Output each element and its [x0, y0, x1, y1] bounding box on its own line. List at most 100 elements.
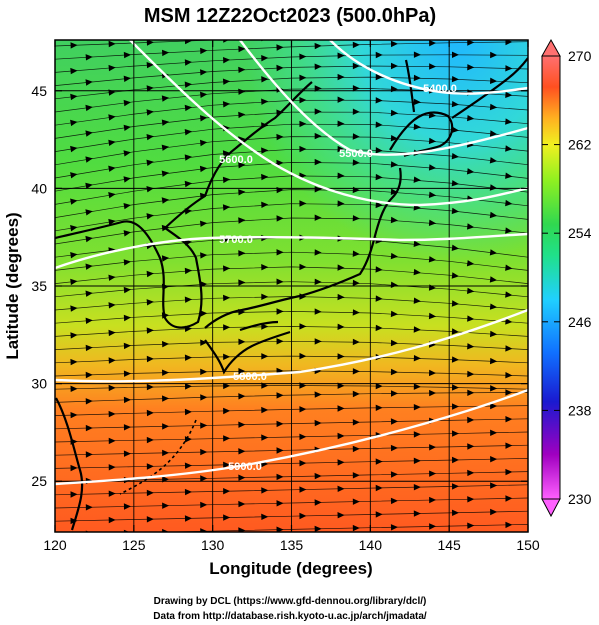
wind-arrow: [505, 345, 513, 352]
map-plot-area: 5400.0 5500.0 5600.0 5700.0 5800.0 5900.0: [55, 29, 528, 532]
wind-arrow: [413, 240, 421, 247]
wind-arrow: [352, 186, 360, 194]
x-tick-label: 130: [201, 537, 225, 553]
wind-arrow: [337, 293, 345, 301]
streamline: [55, 217, 528, 245]
wind-arrow: [490, 385, 498, 392]
wind-arrow: [299, 512, 307, 520]
wind-arrow: [451, 153, 459, 160]
wind-arrow: [85, 451, 93, 458]
wind-arrow: [390, 252, 398, 260]
wind-arrow: [505, 495, 513, 502]
wind-arrow: [238, 338, 246, 345]
streamline: [55, 76, 528, 100]
wind-arrow: [70, 412, 78, 419]
streamline: [55, 266, 528, 284]
wind-arrow: [428, 191, 437, 198]
x-tick-label: 145: [437, 537, 461, 553]
wind-arrow: [223, 407, 231, 415]
wind-arrow: [200, 220, 208, 227]
wind-arrow: [223, 353, 231, 360]
contour-line: [129, 40, 528, 207]
wind-arrow: [352, 419, 360, 426]
wind-arrow: [414, 29, 421, 35]
wind-arrow: [276, 186, 284, 194]
streamline: [55, 385, 528, 390]
x-tick-label: 135: [280, 537, 304, 553]
wind-arrow: [413, 297, 421, 304]
wind-arrow: [337, 353, 345, 360]
wind-arrow: [467, 287, 475, 294]
wind-arrow: [452, 403, 459, 410]
wind-arrow: [200, 501, 208, 509]
wind-arrow: [505, 372, 513, 379]
wind-arrow: [85, 290, 93, 297]
wind-arrow: [452, 456, 459, 464]
wind-arrow: [123, 259, 131, 266]
wind-arrow: [123, 51, 131, 59]
wind-arrow: [146, 213, 154, 220]
streamline: [55, 296, 528, 311]
wind-arrow: [123, 230, 131, 237]
wind-arrow: [108, 139, 116, 146]
wind-arrow: [337, 485, 345, 492]
wind-arrow: [200, 394, 208, 401]
wind-arrow: [375, 73, 383, 81]
contour-label: 5500.0: [339, 148, 373, 160]
y-tick-label: 30: [31, 376, 47, 392]
wind-arrow: [238, 217, 246, 224]
wind-arrow: [352, 472, 360, 479]
wind-arrow: [200, 281, 208, 288]
wind-arrow: [85, 79, 93, 86]
wind-arrow: [108, 302, 116, 309]
wind-arrow: [299, 382, 307, 389]
colorbar-tick-label: 246: [568, 314, 592, 330]
wind-arrow: [123, 286, 131, 294]
wind-arrow: [85, 371, 93, 379]
wind-arrow: [337, 405, 345, 412]
wind-arrow: [428, 256, 437, 263]
wind-arrow: [299, 263, 307, 271]
wind-arrow: [390, 216, 398, 224]
wind-arrow: [238, 393, 246, 400]
wind-arrow: [505, 318, 513, 325]
streamline: [55, 484, 528, 496]
wind-arrow: [261, 173, 269, 181]
wind-arrow: [223, 488, 231, 495]
wind-arrow: [222, 78, 231, 85]
wind-arrow: [276, 500, 284, 507]
wind-arrow: [467, 115, 475, 122]
wind-arrow: [200, 47, 208, 55]
streamline: [55, 65, 528, 86]
wind-arrow: [413, 484, 421, 491]
colorbar-tick-label: 262: [568, 137, 592, 153]
wind-arrow: [490, 456, 498, 463]
wind-arrow: [429, 444, 437, 451]
wind-arrow: [314, 472, 322, 480]
contour-line: [55, 232, 528, 270]
wind-arrow: [337, 120, 345, 127]
wind-arrow: [505, 172, 513, 179]
wind-arrow: [85, 263, 93, 270]
wind-arrow: [200, 310, 208, 317]
wind-arrow: [108, 329, 116, 337]
wind-arrow: [108, 357, 116, 364]
wind-arrow: [200, 69, 208, 76]
wind-arrow: [276, 308, 284, 315]
wind-arrow: [238, 500, 246, 508]
colorbar-ticks: 270 262 254 246 238 230: [542, 48, 592, 507]
wind-arrow: [467, 389, 475, 396]
wind-arrow: [146, 109, 154, 116]
wind-arrow: [299, 352, 307, 360]
wind-arrow: [505, 468, 513, 476]
wind-arrow: [238, 421, 246, 428]
wind-arrow: [314, 249, 322, 256]
y-tick-label: 35: [31, 278, 47, 294]
streamline: [55, 458, 528, 469]
wind-arrow: [390, 368, 398, 376]
wind-arrow: [223, 514, 231, 521]
wind-arrow: [123, 450, 131, 457]
wind-arrow: [123, 124, 131, 131]
wind-arrow: [390, 418, 398, 425]
streamline: [55, 471, 528, 482]
